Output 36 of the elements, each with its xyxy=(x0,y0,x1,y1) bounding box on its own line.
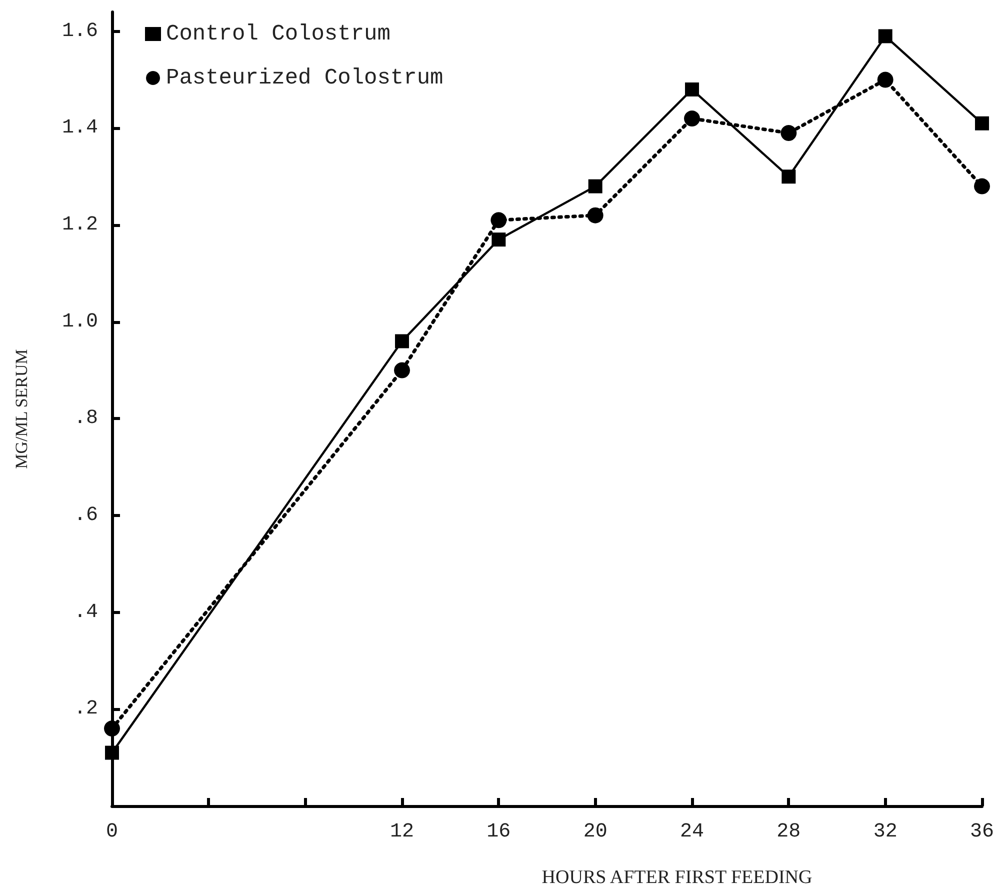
point xyxy=(684,110,700,127)
point xyxy=(877,72,894,88)
point xyxy=(395,334,409,348)
point xyxy=(490,212,507,228)
point xyxy=(878,29,892,44)
x-tick-label: 0 xyxy=(106,820,118,844)
x-tick-label: 16 xyxy=(486,820,511,844)
y-axis-title: MG/ML SERUM xyxy=(12,349,31,469)
y-tick-label: .2 xyxy=(74,698,98,721)
y-tick-label: 1.0 xyxy=(62,310,98,334)
y-tick-label: 1.4 xyxy=(62,116,98,140)
x-tick-label: 28 xyxy=(776,820,801,844)
legend-label: Control Colostrum xyxy=(166,22,390,46)
point xyxy=(974,178,990,194)
point xyxy=(394,362,410,378)
y-tick-label: 1.6 xyxy=(62,20,98,43)
x-tick-label: 24 xyxy=(680,820,704,844)
y-tick-label: 1.2 xyxy=(62,214,98,237)
point xyxy=(782,170,796,184)
point xyxy=(685,82,699,96)
legend-label: Pasteurized Colostrum xyxy=(166,66,444,90)
point xyxy=(104,720,120,737)
point xyxy=(105,746,119,760)
point xyxy=(492,232,506,247)
point xyxy=(588,179,602,194)
y-tick-label: .6 xyxy=(74,504,98,528)
x-axis-title: HOURS AFTER FIRST FEEDING xyxy=(542,867,812,888)
y-tick-label: .8 xyxy=(74,407,98,430)
point xyxy=(975,116,989,130)
x-tick-label: 12 xyxy=(390,820,414,844)
x-tick-label: 32 xyxy=(873,820,898,844)
x-tick-label: 20 xyxy=(583,820,608,844)
point xyxy=(587,207,604,224)
y-tick-label: .4 xyxy=(74,600,98,624)
point xyxy=(780,125,797,142)
x-tick-label: 36 xyxy=(970,820,994,844)
